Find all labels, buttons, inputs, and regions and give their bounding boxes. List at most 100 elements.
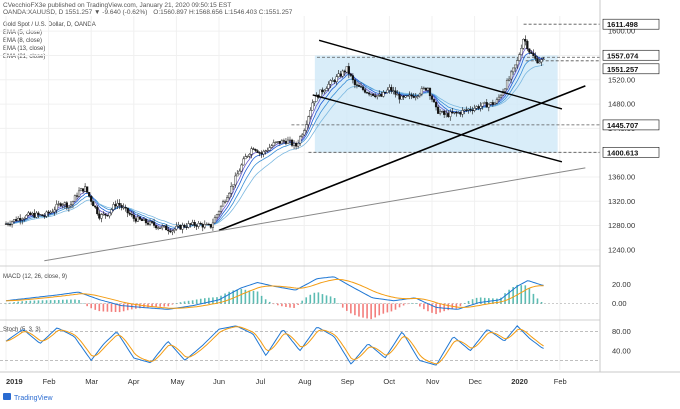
candle-body [323, 90, 326, 93]
candle-body [516, 60, 519, 66]
macd-histogram-bar [313, 292, 316, 304]
candle-body [118, 203, 121, 206]
macd-histogram-bar [139, 303, 141, 309]
candle-body [75, 195, 79, 197]
candle-body [165, 225, 168, 231]
macd-histogram-bar [204, 298, 206, 304]
candle-body [205, 223, 208, 226]
candle-body [51, 211, 54, 213]
candle-body [514, 64, 517, 69]
time-tick-label: Sep [341, 377, 354, 386]
trend-layer [44, 39, 586, 262]
footer: TradingView [3, 393, 53, 402]
candle-body [309, 110, 312, 117]
candle-body [465, 109, 468, 111]
candle-body [134, 218, 137, 222]
candle-body [199, 223, 202, 225]
candle-body [512, 67, 515, 73]
macd-histogram-bar [175, 303, 178, 304]
candle-body [256, 150, 259, 153]
candle-body [333, 80, 336, 82]
time-tick-label: Nov [426, 377, 440, 386]
candle-body [505, 79, 509, 90]
candle-body [110, 209, 113, 214]
candle-body [77, 190, 81, 197]
candle-body [94, 205, 97, 208]
macd-histogram-bar [504, 293, 506, 304]
time-tick-label: Oct [383, 377, 396, 386]
macd-tick-label: 20.00 [612, 280, 631, 289]
candle-body [329, 80, 332, 85]
macd-histogram-bar [297, 303, 299, 305]
candle-body [432, 99, 436, 103]
candle-body [102, 213, 105, 215]
candle-body [114, 204, 117, 207]
macd-histogram-bar [147, 303, 149, 308]
candle-body [408, 94, 411, 96]
footer-brand: TradingView [14, 395, 53, 402]
candle-body [33, 213, 36, 218]
macd-histogram-bar [508, 289, 510, 304]
candle-body [90, 196, 93, 202]
macd-histogram-bar [520, 285, 523, 304]
candle-body [467, 108, 470, 111]
candle-body [530, 52, 533, 54]
macd-histogram-bar [57, 299, 60, 304]
candle-body [445, 113, 448, 115]
macd-histogram-bar [256, 291, 259, 304]
legend-ema8: EMA (8, close) [3, 38, 42, 44]
level-label-box [602, 146, 660, 158]
candle-body [497, 96, 501, 100]
macd-histogram-bar [86, 303, 88, 307]
candle-body [339, 73, 342, 77]
stoch-tick-label: 80.00 [612, 327, 631, 336]
rising-trendline [218, 85, 586, 232]
candle-body [209, 224, 212, 228]
candle-body [461, 110, 464, 115]
candle-body [278, 141, 281, 144]
candle-body [349, 73, 352, 76]
macd-histogram-bar [435, 303, 437, 315]
candle-body [155, 225, 158, 229]
macd-histogram-bar [277, 303, 279, 306]
macd-histogram-bar [309, 294, 312, 304]
level-label-text: 1551.257 [607, 65, 638, 74]
candle-body [27, 212, 30, 216]
candle-body [13, 219, 16, 222]
stoch-k-line [5, 325, 544, 366]
ema-13-line [5, 58, 544, 228]
candle-body [351, 75, 354, 81]
candle-body [453, 112, 456, 114]
candle-body [501, 91, 505, 96]
candle-body [507, 78, 511, 81]
candle-body [290, 139, 294, 146]
candle-body [37, 212, 40, 215]
candle-body [485, 102, 488, 108]
candle-body [132, 214, 135, 219]
macd-histogram-bar [427, 303, 429, 312]
candle-body [532, 53, 535, 57]
price-tick-label: 1240.00 [608, 245, 635, 254]
candle-body [378, 94, 381, 96]
macd-histogram-bar [329, 296, 332, 304]
tradingview-logo-icon [3, 393, 11, 400]
candle-body [510, 71, 513, 80]
price-tick-label: 1320.00 [608, 197, 635, 206]
macd-histogram-bar [317, 292, 320, 304]
macd-histogram-bar [406, 303, 409, 305]
candle-body [211, 222, 215, 228]
macd-histogram-bar [358, 303, 360, 317]
candle-body [426, 87, 430, 91]
candle-body [357, 85, 361, 87]
candle-body [477, 106, 480, 109]
candle-body [197, 223, 200, 227]
macd-histogram-bar [500, 297, 502, 304]
macd-histogram-bar [163, 303, 166, 307]
candle-body [469, 108, 472, 111]
candle-body [84, 186, 87, 192]
candle-body [315, 94, 318, 102]
macd-histogram-bar [354, 303, 356, 316]
time-tick-label: Aug [298, 377, 311, 386]
candle-body [311, 102, 314, 111]
